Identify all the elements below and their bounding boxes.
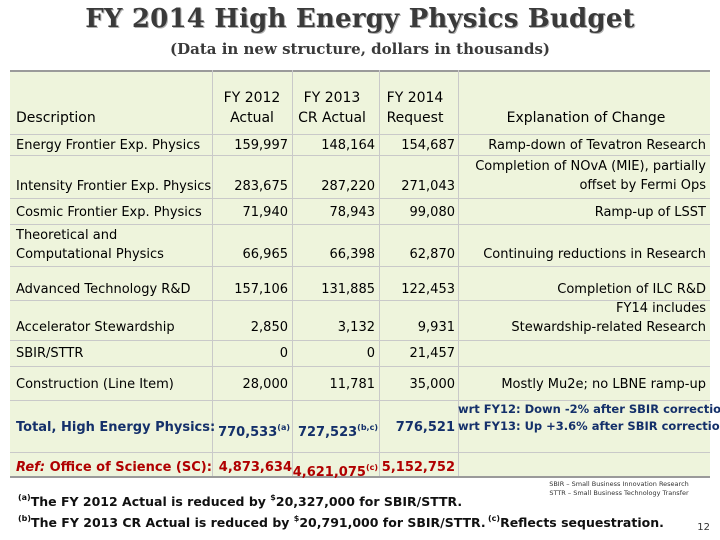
header-fy2014-line1: FY 2014: [386, 90, 444, 106]
ref-fy2014: 5,152,752: [381, 460, 455, 475]
row-fy2014: 271,043: [401, 179, 455, 194]
row-fy2013: 78,943: [329, 205, 376, 220]
header-fy2014-line2: Request: [386, 110, 444, 126]
row-explanation-line1: Completion of NOvA (MIE), partially: [475, 159, 706, 174]
row-explanation: Ramp-down of Tevatron Research: [488, 138, 706, 153]
footnote-c: (c)Reflects sequestration.: [488, 514, 664, 530]
total-fy2012: 770,533(a): [218, 423, 290, 440]
column-divider: [292, 70, 293, 476]
row-divider: [10, 452, 710, 453]
total-explanation-line1: wrt FY12: Down -2% after SBIR correction: [458, 402, 720, 416]
row-description: Accelerator Stewardship: [16, 320, 175, 335]
row-description: SBIR/STTR: [16, 346, 84, 361]
column-divider: [379, 70, 380, 476]
slide-subtitle: (Data in new structure, dollars in thous…: [170, 40, 550, 58]
header-explanation: Explanation of Change: [506, 110, 666, 126]
footnote-a: (a)The FY 2012 Actual is reduced by $20,…: [18, 493, 463, 509]
row-fy2013: 11,781: [329, 377, 376, 392]
header-fy2012-line2: Actual: [230, 110, 274, 126]
row-explanation-line1: Completion of ILC R&D: [557, 282, 706, 297]
row-fy2014: 9,931: [417, 320, 455, 335]
row-explanation-line2: FY14 includes: [616, 301, 706, 316]
row-description-line1: Theoretical and: [16, 228, 118, 243]
row-fy2013: 0: [366, 346, 375, 361]
row-fy2014: 62,870: [409, 247, 456, 262]
total-explanation-line2: wrt FY13: Up +3.6% after SBIR correction: [458, 419, 720, 433]
row-explanation: Mostly Mu2e; no LBNE ramp-up: [501, 377, 706, 392]
row-explanation: Ramp-up of LSST: [594, 205, 706, 220]
row-explanation: Continuing reductions in Research: [483, 247, 706, 262]
row-divider: [10, 266, 710, 267]
row-description: Advanced Technology R&D: [16, 282, 191, 297]
row-divider: [10, 155, 710, 156]
row-explanation-line2: offset by Fermi Ops: [579, 178, 706, 193]
row-divider: [10, 198, 710, 199]
row-description: Energy Frontier Exp. Physics: [16, 138, 201, 153]
footnote-ref-bc: (b,c): [357, 423, 378, 432]
header-divider: [10, 134, 710, 135]
row-fy2014: 35,000: [409, 377, 456, 392]
row-fy2014: 21,457: [409, 346, 456, 361]
row-fy2013: 148,164: [321, 138, 375, 153]
abbrev-sttr: STTR – Small Business Technology Transfe…: [549, 489, 689, 497]
row-fy2012: 283,675: [234, 179, 288, 194]
row-description: Cosmic Frontier Exp. Physics: [16, 205, 202, 220]
column-divider: [212, 70, 213, 476]
slide-title: FY 2014 High Energy Physics Budget: [85, 4, 635, 34]
header-fy2013-line2: CR Actual: [298, 110, 366, 126]
row-fy2013: 131,885: [321, 282, 375, 297]
header-fy2013-line1: FY 2013: [303, 90, 361, 106]
row-fy2013: 3,132: [337, 320, 375, 335]
row-fy2012: 66,965: [242, 247, 289, 262]
column-divider: [458, 70, 459, 476]
row-fy2012: 159,997: [234, 138, 288, 153]
row-divider: [10, 224, 710, 225]
row-divider: [10, 400, 710, 401]
footnote-ref-a: (a): [277, 423, 290, 432]
row-divider: [10, 340, 710, 341]
row-fy2012: 0: [279, 346, 288, 361]
row-fy2012: 2,850: [250, 320, 288, 335]
header-fy2012-line1: FY 2012: [223, 90, 281, 106]
row-fy2014: 122,453: [401, 282, 455, 297]
row-fy2013: 287,220: [321, 179, 375, 194]
row-divider: [10, 366, 710, 367]
abbrev-sbir: SBIR – Small Business Innovation Researc…: [549, 480, 689, 488]
footnote-ref-c: (c): [365, 463, 378, 472]
row-description: Intensity Frontier Exp. Physics: [16, 179, 212, 194]
header-description: Description: [16, 110, 96, 126]
row-divider: [10, 300, 710, 301]
row-fy2012: 71,940: [242, 205, 289, 220]
budget-table: [10, 70, 710, 476]
ref-description: Ref: Office of Science (SC):: [16, 460, 212, 475]
row-fy2012: 157,106: [234, 282, 288, 297]
ref-fy2013: 4,621,075(c): [292, 463, 378, 480]
row-fy2012: 28,000: [242, 377, 289, 392]
table-bottom-border: [10, 476, 710, 478]
page-number: 12: [697, 522, 710, 533]
total-fy2014: 776,521: [395, 420, 455, 435]
total-description: Total, High Energy Physics:: [16, 420, 216, 435]
row-fy2013: 66,398: [329, 247, 376, 262]
row-description: Construction (Line Item): [16, 377, 174, 392]
footnote-b: (b)The FY 2013 CR Actual is reduced by $…: [18, 514, 486, 530]
row-fy2014: 154,687: [401, 138, 455, 153]
row-description-line2: Computational Physics: [16, 247, 164, 262]
ref-fy2012: 4,873,634: [218, 460, 292, 475]
total-fy2013: 727,523(b,c): [297, 423, 378, 440]
row-fy2014: 99,080: [409, 205, 456, 220]
row-explanation-line3: Stewardship-related Research: [511, 320, 706, 335]
table-top-border: [10, 70, 710, 72]
